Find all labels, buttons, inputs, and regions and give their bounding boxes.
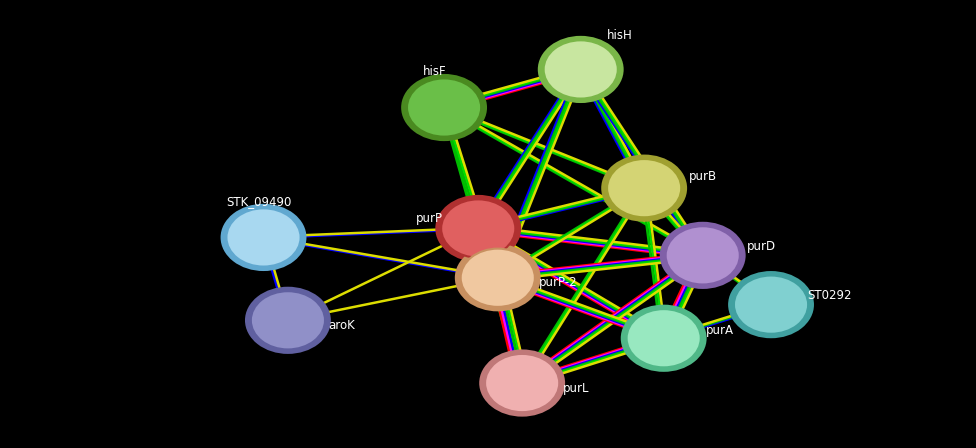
Ellipse shape xyxy=(601,155,687,222)
Text: purA: purA xyxy=(707,323,734,337)
Ellipse shape xyxy=(538,36,624,103)
Ellipse shape xyxy=(607,159,681,217)
Text: ST0292: ST0292 xyxy=(807,289,852,302)
Ellipse shape xyxy=(407,78,481,137)
Ellipse shape xyxy=(455,244,541,311)
Text: hisF: hisF xyxy=(423,65,446,78)
Ellipse shape xyxy=(441,199,515,258)
Ellipse shape xyxy=(485,354,559,412)
Ellipse shape xyxy=(479,349,565,417)
Ellipse shape xyxy=(401,74,487,141)
Text: purP: purP xyxy=(416,212,443,225)
Text: STK_09490: STK_09490 xyxy=(226,195,291,208)
Ellipse shape xyxy=(251,291,325,349)
Ellipse shape xyxy=(627,309,701,367)
Ellipse shape xyxy=(666,226,740,284)
Text: purP-2: purP-2 xyxy=(539,276,578,289)
Ellipse shape xyxy=(221,204,306,271)
Ellipse shape xyxy=(734,276,808,334)
Ellipse shape xyxy=(660,222,746,289)
Ellipse shape xyxy=(621,305,707,372)
Text: purB: purB xyxy=(689,170,716,184)
Ellipse shape xyxy=(435,195,521,262)
Ellipse shape xyxy=(728,271,814,338)
Ellipse shape xyxy=(544,40,618,99)
Text: aroK: aroK xyxy=(328,319,355,332)
Text: purL: purL xyxy=(562,382,590,395)
Ellipse shape xyxy=(245,287,331,354)
Text: purD: purD xyxy=(747,240,776,253)
Text: hisH: hisH xyxy=(607,29,632,43)
Ellipse shape xyxy=(226,208,301,267)
Ellipse shape xyxy=(461,249,535,307)
